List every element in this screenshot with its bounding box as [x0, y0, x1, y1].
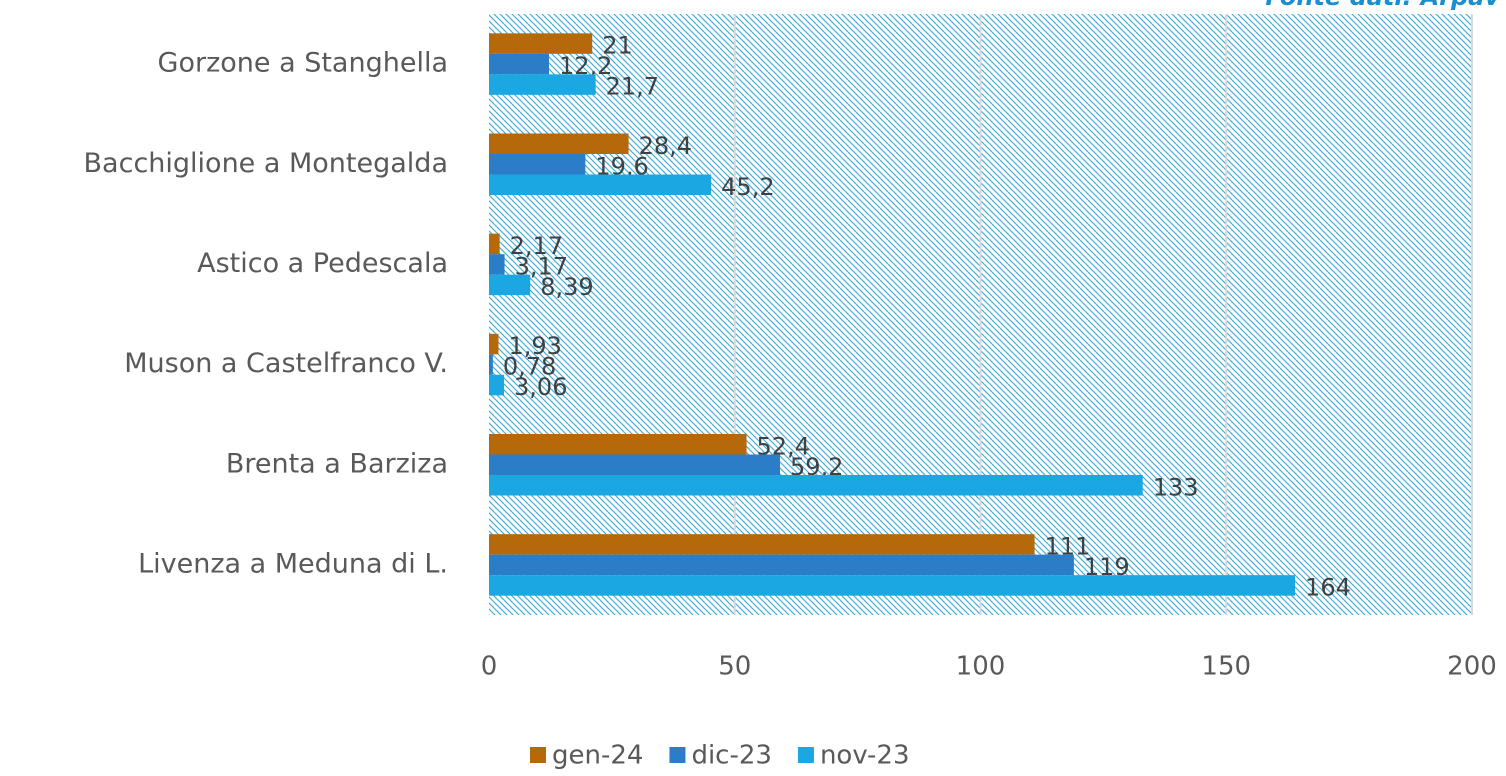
y-tick-label: Muson a Castelfranco V. — [124, 348, 448, 379]
data-label: 21 — [602, 32, 633, 60]
annotation: Fonte dati: Arpav — [1265, 0, 1501, 11]
bar — [489, 233, 500, 255]
data-label: 2,17 — [510, 232, 563, 260]
legend-swatch — [669, 747, 686, 763]
bar — [489, 333, 499, 355]
data-label: 8,39 — [540, 273, 593, 301]
bar — [489, 454, 780, 475]
bar — [489, 434, 747, 455]
y-tick-label: Livenza a Meduna di L. — [138, 548, 448, 579]
bar — [489, 33, 593, 54]
legend-label: nov-23 — [820, 741, 910, 771]
x-tick-label: 150 — [1201, 652, 1251, 682]
x-tick-label: 200 — [1447, 652, 1497, 682]
x-tick-label: 100 — [956, 652, 1006, 682]
y-tick-label: Gorzone a Stanghella — [158, 48, 448, 79]
bar — [489, 354, 493, 375]
x-tick-label: 0 — [481, 652, 498, 682]
data-label: 21,7 — [606, 73, 659, 101]
y-tick-label: Brenta a Barziza — [226, 448, 448, 479]
data-label: 164 — [1305, 573, 1351, 601]
data-label: 45,2 — [721, 173, 774, 201]
legend-label: dic-23 — [691, 741, 772, 771]
y-tick-label: Astico a Pedescala — [197, 248, 448, 279]
data-label: 0,78 — [503, 353, 556, 381]
data-label: 1,93 — [508, 332, 561, 360]
data-label: 133 — [1153, 473, 1199, 501]
legend-swatch — [530, 747, 546, 763]
bar — [489, 534, 1035, 555]
bar — [489, 174, 712, 195]
legend-swatch — [797, 747, 814, 763]
bar — [489, 274, 531, 296]
bar — [489, 554, 1074, 576]
legend-label: gen-24 — [552, 741, 643, 771]
data-label: 28,4 — [639, 132, 692, 160]
bar — [489, 254, 505, 275]
bar — [489, 575, 1296, 596]
x-tick-label: 50 — [718, 652, 751, 682]
bar — [489, 74, 596, 95]
bar — [489, 374, 505, 396]
bar — [489, 133, 629, 154]
y-tick-label: Bacchiglione a Montegalda — [84, 148, 448, 179]
data-label: 3,06 — [514, 373, 567, 401]
bar — [489, 475, 1143, 496]
bar — [489, 53, 549, 75]
bar — [489, 154, 586, 175]
